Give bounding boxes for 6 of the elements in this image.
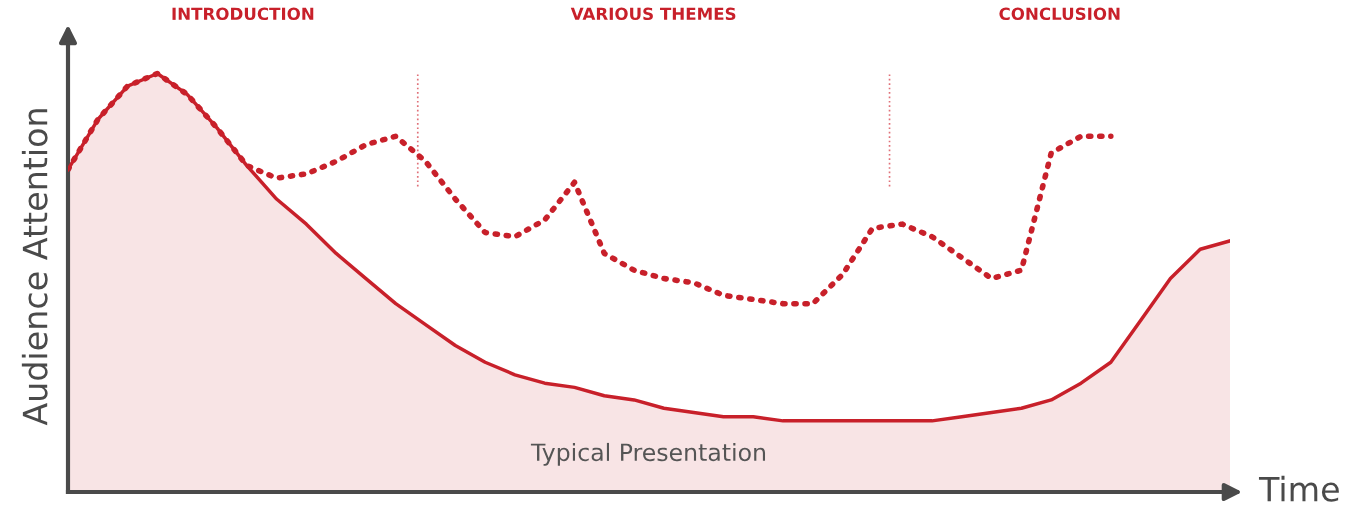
text: CONCLUSION [999, 7, 1120, 21]
text: INTRODUCTION [172, 7, 314, 21]
x-axis-title: Time [1258, 475, 1339, 502]
series-label: Typical Presentation [530, 442, 766, 466]
text: VARIOUS THEMES [570, 7, 736, 21]
y-axis-title: Audience Attention [21, 109, 48, 426]
